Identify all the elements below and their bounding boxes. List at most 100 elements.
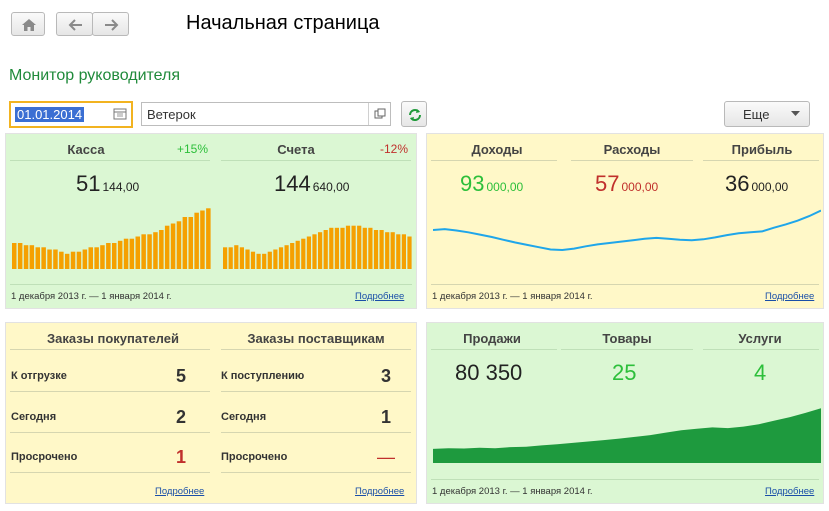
bar xyxy=(334,227,339,269)
home-button[interactable] xyxy=(11,12,45,36)
bar xyxy=(385,232,390,269)
income-panel: Доходы Расходы Прибыль 93 000,00 57 000,00… xyxy=(426,133,824,309)
income-footer-divider xyxy=(431,284,819,285)
supplier-incoming-value: 3 xyxy=(380,366,391,386)
supplier-overdue-value: — xyxy=(377,447,395,467)
bar xyxy=(194,212,199,269)
kassa-bar-chart xyxy=(12,208,211,269)
scheta-bar-chart xyxy=(223,225,412,269)
organization-field[interactable]: Ветерок xyxy=(141,102,391,126)
income-more-link[interactable]: Подробнее xyxy=(765,291,815,302)
bar xyxy=(170,223,176,269)
uslugi-value: 4 xyxy=(754,360,767,385)
bar xyxy=(76,251,82,269)
kassa-value: 51 144,00 xyxy=(76,171,140,196)
bar xyxy=(94,247,99,269)
customer-to-ship-label: К отгрузке xyxy=(11,370,67,382)
bar xyxy=(47,249,52,269)
bar xyxy=(100,245,105,269)
rashody-label: Расходы xyxy=(603,142,661,157)
bar xyxy=(64,253,70,269)
bar xyxy=(345,225,351,269)
bar xyxy=(17,243,23,269)
pribyl-value: 36 000,00 xyxy=(725,171,789,196)
tovary-label: Товары xyxy=(602,331,652,346)
cash-footer-divider xyxy=(10,284,412,285)
dohody-label: Доходы xyxy=(471,142,523,157)
cash-more-link[interactable]: Подробнее xyxy=(355,291,405,302)
date-value: 01.01.2014 xyxy=(15,107,85,122)
cash-panel: Касса +15% 51 144,00 Счета -12% 144 640,00… xyxy=(5,133,417,309)
tovary-value: 25 xyxy=(612,360,637,385)
series-line xyxy=(433,209,821,252)
bar xyxy=(267,251,272,269)
income-divider-1 xyxy=(431,160,557,161)
bar xyxy=(306,236,311,269)
bar xyxy=(141,234,146,269)
bar xyxy=(340,227,345,269)
bar xyxy=(182,217,188,269)
bar xyxy=(262,253,267,269)
bar xyxy=(223,247,228,269)
bar xyxy=(88,247,93,269)
supplier-orders-label: Заказы поставщикам xyxy=(247,331,385,346)
scheta-divider xyxy=(221,160,411,161)
customer-overdue-label: Просрочено xyxy=(11,451,78,463)
chevron-down-icon xyxy=(791,111,800,116)
orders-divider-left xyxy=(10,349,210,350)
orders-row-divider xyxy=(10,391,210,392)
bar xyxy=(295,240,300,269)
sales-area-chart xyxy=(433,408,821,463)
bar xyxy=(290,243,295,269)
bar xyxy=(106,243,111,269)
customer-orders-more-link[interactable]: Подробнее xyxy=(155,486,205,497)
calendar-icon xyxy=(113,108,127,120)
open-organization-button[interactable] xyxy=(368,103,390,125)
bar xyxy=(12,243,17,269)
income-divider-2 xyxy=(571,160,693,161)
supplier-orders-more-link[interactable]: Подробнее xyxy=(355,486,405,497)
prodazhi-label: Продажи xyxy=(463,331,521,346)
bar xyxy=(117,240,123,269)
date-field[interactable]: 01.01.2014 xyxy=(9,101,133,128)
sales-period: 1 декабря 2013 г. — 1 января 2014 г. xyxy=(432,486,593,497)
bar xyxy=(368,227,373,269)
kassa-change: +15% xyxy=(177,142,209,156)
bar xyxy=(159,230,164,269)
customer-orders-label: Заказы покупателей xyxy=(47,331,179,346)
bar xyxy=(147,234,152,269)
sales-divider-2 xyxy=(561,349,693,350)
prodazhi-value: 80 350 xyxy=(455,360,523,385)
bar xyxy=(188,217,193,269)
customer-today-label: Сегодня xyxy=(11,411,57,423)
bar xyxy=(234,245,239,269)
dohody-value: 93 000,00 xyxy=(460,171,524,196)
bar xyxy=(312,234,317,269)
bar xyxy=(278,247,284,269)
bar xyxy=(135,236,140,269)
bar xyxy=(59,251,64,269)
bar xyxy=(41,247,46,269)
sales-footer-divider xyxy=(431,479,819,480)
more-menu-button[interactable]: Еще xyxy=(724,101,810,127)
scheta-value: 144 640,00 xyxy=(274,171,350,196)
bar xyxy=(123,238,129,269)
bar xyxy=(82,249,88,269)
bar xyxy=(323,230,328,269)
bar xyxy=(390,232,395,269)
forward-button[interactable] xyxy=(92,12,129,36)
pribyl-label: Прибыль xyxy=(731,142,793,157)
orders-row-divider xyxy=(221,472,411,473)
sales-more-link[interactable]: Подробнее xyxy=(765,486,815,497)
orders-row-divider xyxy=(221,391,411,392)
bar xyxy=(228,247,233,269)
back-button[interactable] xyxy=(56,12,93,36)
bar xyxy=(23,245,29,269)
bar xyxy=(362,227,367,269)
refresh-button[interactable] xyxy=(401,101,427,127)
bar xyxy=(200,210,205,269)
calendar-button[interactable] xyxy=(109,103,131,125)
sales-panel: Продажи Товары Услуги 80 350 25 4 1 дека… xyxy=(426,322,824,504)
orders-row-divider xyxy=(10,472,210,473)
bar xyxy=(29,245,35,269)
